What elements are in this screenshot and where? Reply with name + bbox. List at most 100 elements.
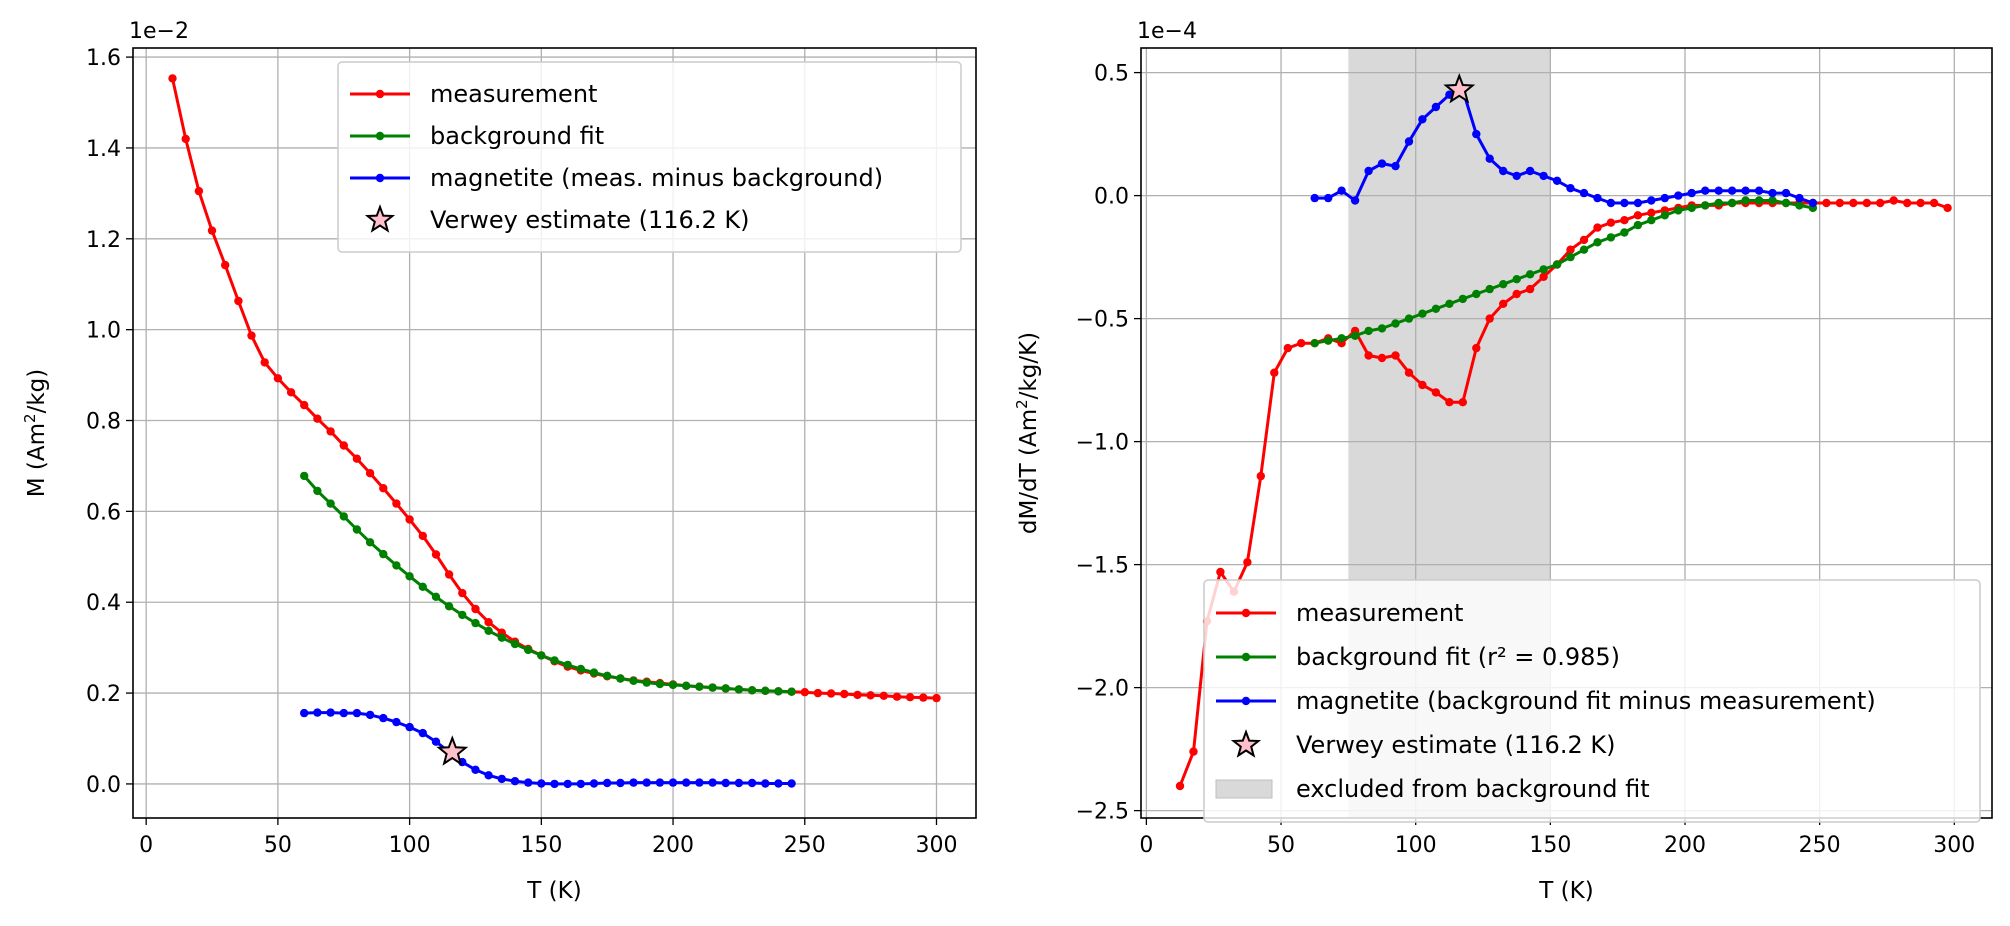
derivative-ytick-label-4: −0.5 (1076, 308, 1129, 333)
magnetization-series-0-point (444, 570, 454, 579)
derivative-legend-patch (1215, 779, 1273, 799)
derivative-series-1-point (1458, 294, 1468, 304)
derivative-legend: measurement background fit (r² = 0.985) ma… (1203, 579, 1981, 823)
magnetization-series-0-point (260, 358, 269, 367)
magnetization-series-1-point (484, 626, 493, 635)
derivative-series-1-point (1660, 211, 1670, 220)
derivative-series-0-point (1189, 747, 1198, 756)
derivative-series-0-point (1862, 198, 1872, 208)
magnetization-legend: measurement background fit magnetite (meas… (337, 61, 962, 253)
derivative-series-2-point (1606, 198, 1616, 208)
magnetization-series-2-point (339, 708, 348, 718)
derivative-xtick-label-2: 100 (1395, 833, 1437, 858)
derivative-verwey-star (1443, 72, 1476, 104)
derivative-series-2-point (1337, 186, 1346, 195)
derivative-series-2-point (1310, 193, 1319, 203)
derivative-series-0-point (1579, 235, 1589, 245)
magnetization-series-1-point (537, 651, 546, 660)
magnetization-legend-label-2: magnetite (meas. minus background) (430, 164, 883, 192)
magnetization-series-1-point (405, 572, 414, 581)
derivative-series-0-point (1620, 216, 1629, 225)
derivative-series-2-point (1674, 191, 1683, 200)
derivative-series-1-point (1727, 198, 1737, 208)
magnetization-series-1-point (655, 679, 665, 689)
derivative-series-1-point (1795, 201, 1804, 210)
magnetization-legend-box (337, 61, 962, 253)
derivative-series-0-point (1256, 471, 1266, 481)
magnetization-xtick-label-0: 0 (139, 833, 153, 858)
magnetization-series-2-point (537, 779, 546, 788)
magnetization-series-2-point (431, 737, 441, 746)
derivative-legend-label-1: background fit (r² = 0.985) (1296, 643, 1620, 671)
magnetization-series-0-point (484, 618, 493, 627)
derivative-series-1-point (1418, 309, 1427, 318)
derivative-series-2-point (1350, 196, 1360, 205)
derivative-series-0-point (1943, 203, 1952, 213)
derivative-series-2-point (1539, 171, 1548, 181)
derivative-series-0-point (1175, 781, 1185, 791)
derivative-series-0-point (1364, 351, 1373, 360)
magnetization-series-1-point (642, 678, 651, 687)
magnetization-series-0-point (326, 427, 335, 436)
derivative-series-2-point (1472, 129, 1481, 139)
derivative-series-2-point (1701, 186, 1710, 195)
derivative-series-1-point (1687, 203, 1696, 213)
derivative-series-2-point (1364, 166, 1373, 176)
magnetization-series-1-point (747, 686, 757, 695)
magnetization-series-0-point (181, 134, 190, 144)
magnetization-legend-marker-1 (375, 131, 385, 141)
derivative-xtick-label-5: 250 (1799, 833, 1841, 858)
derivative-series-2-point (1754, 186, 1764, 195)
magnetization-series-1-point (708, 683, 717, 692)
derivative-xtick-label-3: 150 (1529, 833, 1571, 858)
derivative-series-2-point (1324, 193, 1333, 203)
derivative-series-0-point (1512, 289, 1521, 299)
magnetization-series-1-point (444, 602, 454, 611)
derivative-xlabel: T (K) (1538, 878, 1593, 904)
derivative-series-0-point (1539, 272, 1548, 281)
derivative-series-2-point (1566, 184, 1575, 193)
magnetization-series-0-point (879, 691, 888, 700)
magnetization-legend-label-1: background fit (430, 122, 604, 150)
derivative-series-2-point (1418, 115, 1427, 124)
derivative-series-0-point (1876, 198, 1885, 208)
magnetization-series-1-point (589, 668, 599, 677)
magnetization-legend-star (364, 204, 396, 233)
derivative-series-1-point (1350, 331, 1360, 340)
magnetization-series-0-point (418, 531, 427, 541)
derivative-series-0-point (1525, 284, 1535, 294)
derivative-series-2-point (1714, 186, 1723, 195)
magnetization-series-0-point (247, 331, 256, 340)
derivative-series-2-point (1499, 166, 1508, 176)
magnetization-ytick-label-8: 1.6 (86, 46, 121, 71)
derivative-series-2-point (1660, 193, 1670, 203)
magnetization-verwey-star (436, 735, 469, 766)
magnetization-series-1-point (787, 687, 796, 696)
derivative-xtick-label-0: 0 (1139, 833, 1153, 858)
magnetization-series-2-point (352, 708, 362, 718)
derivative-series-1-point (1404, 314, 1414, 323)
magnetization-series-0-point (273, 374, 283, 383)
derivative-series-2 (1310, 85, 1818, 208)
derivative-series-1-point (1472, 289, 1481, 299)
derivative-series-1-point (1606, 233, 1616, 242)
derivative-series-1-point (1768, 196, 1777, 205)
derivative-series-1-point (1781, 198, 1791, 208)
derivative-offset-text: 1e−4 (1137, 19, 1197, 44)
magnetization-series-1-point (774, 687, 783, 696)
derivative-series-0-line (1178, 199, 1949, 787)
derivative-series-1-point (1714, 198, 1723, 208)
derivative-series-0-point (1485, 314, 1494, 323)
magnetization-series-2-point (629, 778, 638, 787)
derivative-series-0-point (1633, 211, 1643, 220)
derivative-xtick-label-4: 200 (1664, 833, 1706, 858)
magnetization-xlabel: T (K) (526, 878, 581, 904)
derivative-series-2-point (1768, 188, 1777, 198)
magnetization-series-2-point (326, 708, 335, 717)
magnetization-series-1-point (576, 664, 585, 674)
magnetization-series-2-point (708, 778, 717, 787)
derivative-legend-marker-1 (1241, 652, 1251, 662)
magnetization-series-0-point (365, 469, 375, 478)
derivative-xtick-label-6: 300 (1933, 833, 1975, 858)
